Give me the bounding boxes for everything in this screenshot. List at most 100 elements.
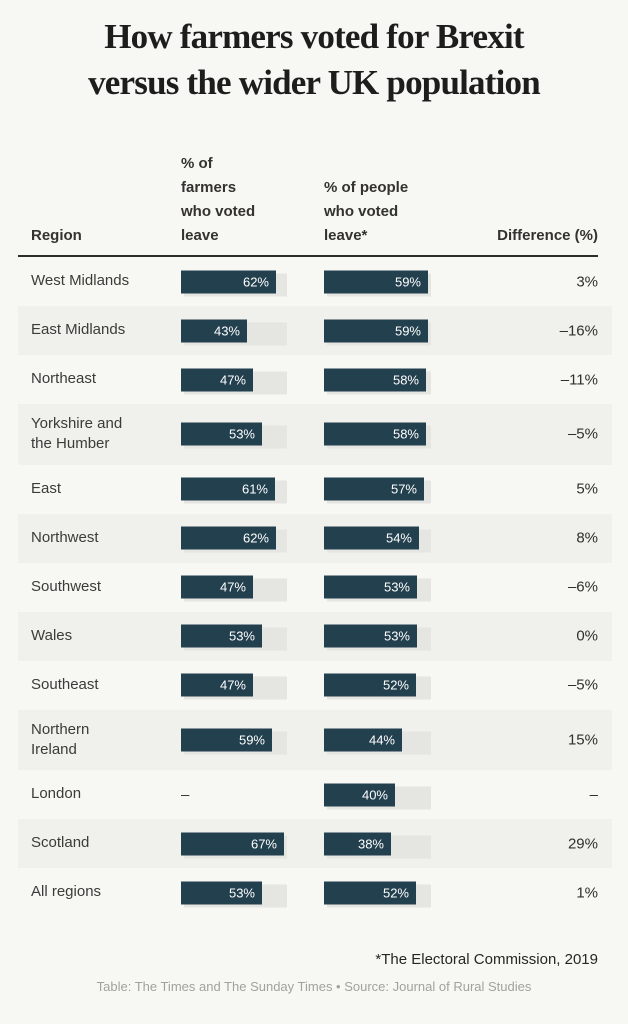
people-bar-cell: 59% <box>324 270 435 296</box>
table-row: Southwest 47% 53% –6% <box>18 563 612 612</box>
table-header-row: Region % of farmers who voted leave % of… <box>18 151 612 255</box>
column-header-farmers: % of farmers who voted leave <box>181 155 256 244</box>
column-header-difference: Difference (%) <box>497 227 598 244</box>
bar-fill: 59% <box>324 319 428 342</box>
people-bar-cell: 44% <box>324 728 435 755</box>
table-row: Northwest 62% 54% 8% <box>18 513 612 563</box>
people-bar-cell: 52% <box>324 881 435 907</box>
bar-value-label: 53% <box>383 628 410 644</box>
region-label: Northern Ireland <box>31 720 90 758</box>
bar-value-label: 58% <box>392 372 419 387</box>
table-row: West Midlands 62% 59% 3% <box>18 257 612 306</box>
bar-value-label: 53% <box>383 579 410 595</box>
bar-value-label: 59% <box>394 274 421 289</box>
bar-fill: 52% <box>324 881 416 904</box>
farmers-bar-cell: 47% <box>181 575 291 602</box>
bar-fill: 52% <box>324 673 416 697</box>
bar-fill: 54% <box>324 526 419 550</box>
table-row: Southeast 47% 52% –5% <box>18 661 612 710</box>
difference-value: –5% <box>567 425 598 443</box>
bar-fill: 62% <box>181 270 276 293</box>
region-label: Scotland <box>31 834 90 852</box>
difference-value: 5% <box>576 480 598 498</box>
column-header-people: % of people who voted leave* <box>324 179 409 244</box>
bar-value-label: 47% <box>219 677 246 693</box>
table-row: Northern Ireland 59% 44% 15% <box>18 709 612 770</box>
people-bar-cell: 52% <box>324 673 435 700</box>
region-label: All regions <box>31 883 102 901</box>
bar-value-label: 57% <box>390 481 417 497</box>
bar-value-label: 59% <box>394 323 421 338</box>
bar-value-label: 40% <box>361 787 388 802</box>
people-bar-cell: 58% <box>324 368 435 394</box>
bar-value-label: 53% <box>228 426 255 442</box>
bar-value-label: 54% <box>385 530 412 546</box>
people-bar-cell: 53% <box>324 575 435 602</box>
bar-value-label: 43% <box>213 323 240 338</box>
chart-title: How farmers voted for Brexit versus the … <box>88 17 541 102</box>
bar-value-label: 38% <box>357 836 384 851</box>
table-row: Scotland 67% 38% 29% <box>18 819 612 868</box>
region-label: Northwest <box>31 528 99 546</box>
bar-value-label: 53% <box>228 885 255 900</box>
table-row: Wales 53% 53% 0% <box>18 611 612 661</box>
farmers-bar-cell: 67% <box>181 832 291 858</box>
farmers-bar-cell: 53% <box>181 881 291 907</box>
farmers-bar-cell: 43% <box>181 319 291 345</box>
difference-value: 29% <box>567 835 598 852</box>
difference-value: 15% <box>567 731 598 749</box>
difference-value: – <box>589 786 598 803</box>
bar-value-label: 47% <box>219 579 246 595</box>
region-label: Northeast <box>31 370 97 388</box>
bar-value-label: 62% <box>242 274 269 289</box>
people-bar-cell: 38% <box>324 832 435 858</box>
bar-fill: 44% <box>324 728 402 752</box>
bar-fill: 61% <box>181 477 275 501</box>
bar-fill: 38% <box>324 832 391 855</box>
bar-fill: 40% <box>324 783 395 806</box>
bar-fill: 53% <box>181 624 262 648</box>
bar-value-label: 52% <box>382 677 409 693</box>
farmers-bar-cell: 47% <box>181 673 291 700</box>
region-label: Yorkshire and the Humber <box>31 415 123 453</box>
region-label: Southwest <box>31 577 102 595</box>
difference-value: –6% <box>567 578 598 596</box>
difference-value: 3% <box>576 273 598 290</box>
bar-fill: 43% <box>181 319 247 342</box>
difference-value: –11% <box>560 371 598 388</box>
difference-value: –16% <box>559 322 598 339</box>
difference-value: 0% <box>576 627 598 645</box>
region-label: Wales <box>31 626 73 644</box>
bar-fill: 47% <box>181 575 253 599</box>
people-bar-cell: 57% <box>324 477 435 504</box>
farmers-bar-cell: 61% <box>181 477 291 504</box>
table-row: East Midlands 43% 59% –16% <box>18 306 612 355</box>
bar-fill: 53% <box>181 881 262 904</box>
table-row: East 61% 57% 5% <box>18 465 612 514</box>
bar-fill: 53% <box>324 624 417 648</box>
bar-value-label: 53% <box>228 628 255 644</box>
bar-value-label: 59% <box>238 732 265 748</box>
farmers-bar-cell: 62% <box>181 526 291 553</box>
farmers-bar-cell: 59% <box>181 728 291 755</box>
credit-line: Table: The Times and The Sunday Times • … <box>96 979 532 994</box>
table-row: All regions 53% 52% 1% <box>18 868 612 917</box>
bar-fill: 62% <box>181 526 276 550</box>
people-bar-cell: 58% <box>324 422 435 449</box>
people-bar-cell: 40% <box>324 783 435 809</box>
bar-fill: 53% <box>324 575 417 599</box>
bar-value-label: 61% <box>241 481 268 497</box>
difference-value: 8% <box>576 529 598 547</box>
bar-fill: 58% <box>324 422 426 446</box>
region-label: East <box>31 479 62 497</box>
bar-fill: 67% <box>181 832 284 855</box>
people-bar-cell: 59% <box>324 319 435 345</box>
table-row: Northeast 47% 58% –11% <box>18 355 612 404</box>
no-data-dash: – <box>181 786 190 803</box>
table-row: Yorkshire and the Humber 53% 58% –5% <box>18 404 612 465</box>
brexit-vote-table: Region % of farmers who voted leave % of… <box>18 151 612 917</box>
bar-fill: 59% <box>181 728 272 752</box>
farmers-bar-cell: 47% <box>181 368 291 394</box>
bar-fill: 58% <box>324 368 426 391</box>
bar-fill: 47% <box>181 673 253 697</box>
